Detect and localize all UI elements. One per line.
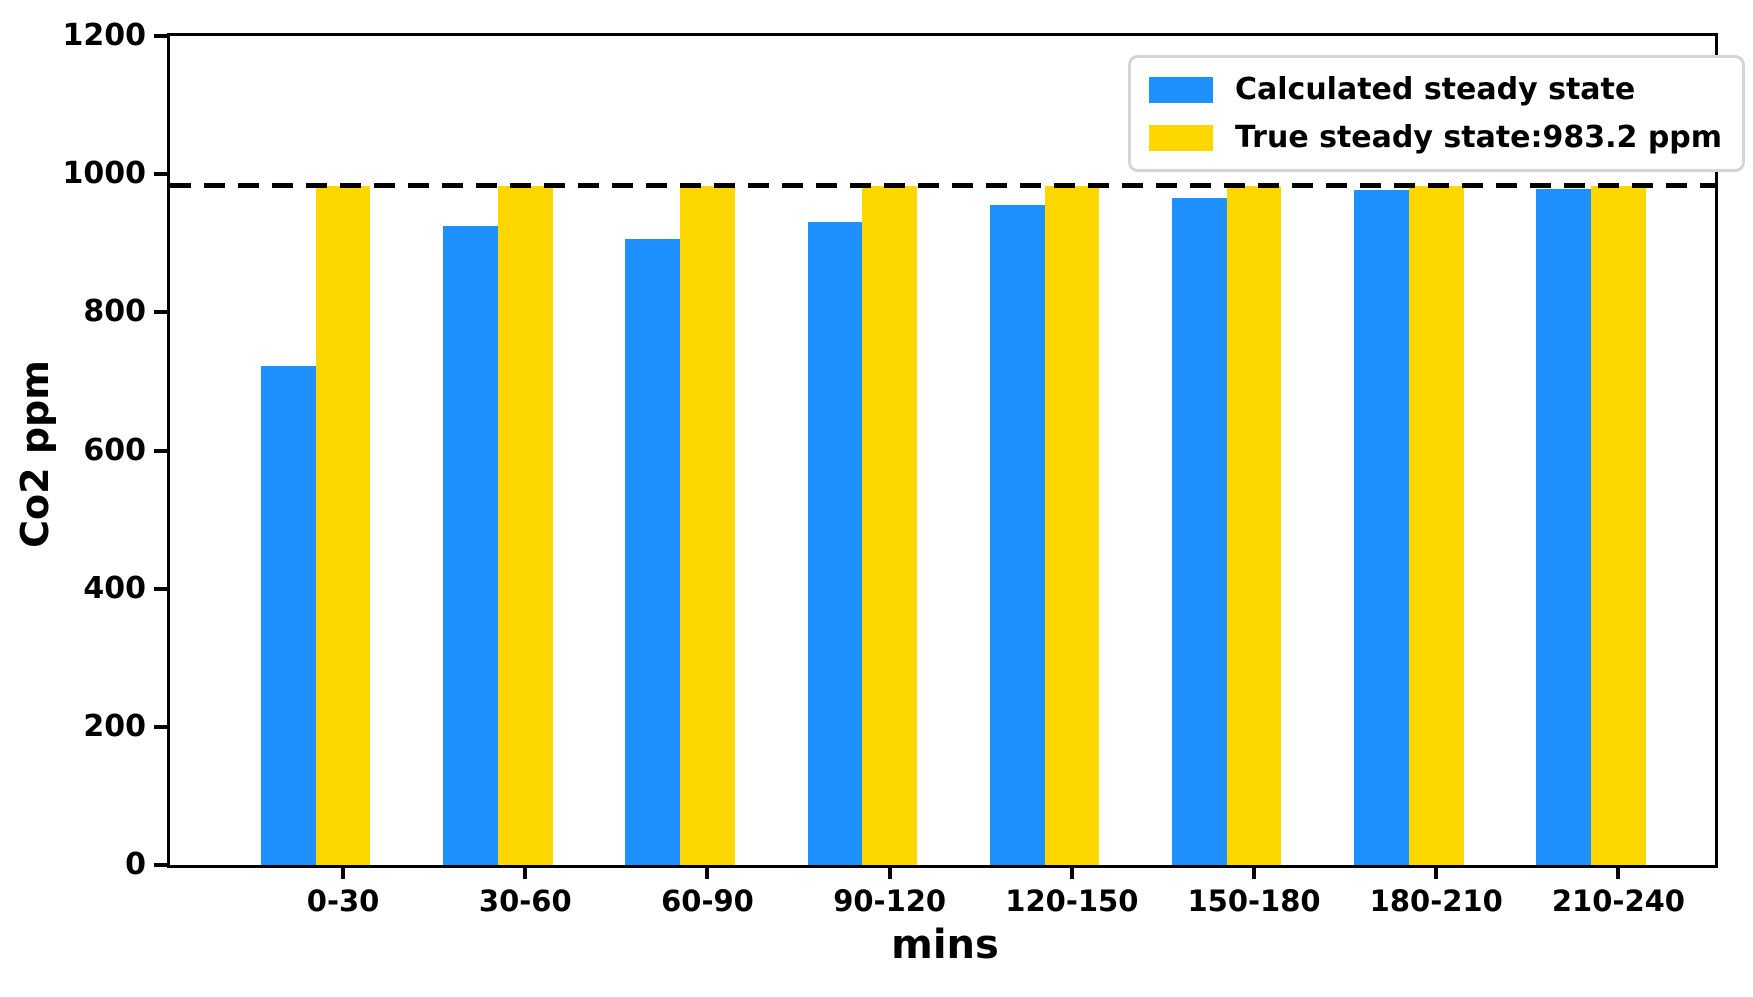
y-tick-mark [154,448,169,453]
x-tick-label: 150-180 [1187,884,1321,918]
legend-swatch-icon [1149,124,1213,151]
x-tick-label: 120-150 [1005,884,1139,918]
x-tick-mark [341,865,346,879]
y-tick-mark [154,310,169,315]
bar-calculated-30-60 [443,225,498,865]
x-tick-mark [1069,865,1074,879]
y-tick-mark [154,863,169,867]
x-tick-mark [1252,865,1257,879]
y-tick-label: 400 [83,570,146,606]
x-axis-label: mins [891,922,999,968]
legend-entry-true: True steady state:983.2 ppm [1149,120,1722,155]
bar-true-0-30 [315,185,371,865]
bar-true-210-240 [1591,185,1646,865]
legend-label: True steady state:983.2 ppm [1235,120,1723,155]
bar-true-60-90 [680,185,735,865]
x-tick-mark [523,865,528,879]
bar-calculated-120-150 [989,205,1045,865]
y-tick-mark [154,34,169,38]
legend: Calculated steady state True steady state… [1128,55,1746,172]
y-tick-mark [154,724,169,729]
bar-calculated-150-180 [1172,198,1227,865]
bar-true-150-180 [1226,185,1282,865]
x-tick-label: 60-90 [661,884,754,918]
y-tick-label: 200 [83,708,146,744]
y-tick-label: 1000 [62,156,147,192]
bar-true-30-60 [497,185,553,865]
bar-calculated-180-210 [1354,190,1409,865]
y-tick-label: 0 [125,847,146,882]
x-tick-label: 0-30 [306,884,380,918]
y-tick-label: 600 [83,432,146,468]
bar-calculated-0-30 [261,365,316,865]
x-tick-mark [1434,865,1439,879]
x-tick-label: 180-210 [1369,884,1503,918]
legend-label: Calculated steady state [1235,72,1636,107]
bar-true-120-150 [1044,185,1100,865]
legend-entry-calculated: Calculated steady state [1149,72,1722,107]
y-tick-mark [154,172,169,177]
x-tick-label: 210-240 [1551,884,1685,918]
bar-calculated-210-240 [1536,188,1592,865]
y-tick-label: 1200 [62,18,147,53]
bar-calculated-60-90 [625,239,681,865]
bar-calculated-90-120 [807,221,863,865]
x-tick-mark [1616,865,1621,879]
x-tick-label: 30-60 [478,884,572,918]
y-tick-mark [154,586,169,591]
x-tick-mark [705,865,710,879]
y-tick-label: 800 [83,294,146,330]
bar-true-180-210 [1408,185,1464,865]
x-tick-label: 90-120 [833,884,947,918]
legend-swatch-icon [1149,76,1213,103]
bar-true-90-120 [862,185,917,865]
x-tick-mark [887,865,892,879]
true-steady-state-line [170,183,1715,189]
